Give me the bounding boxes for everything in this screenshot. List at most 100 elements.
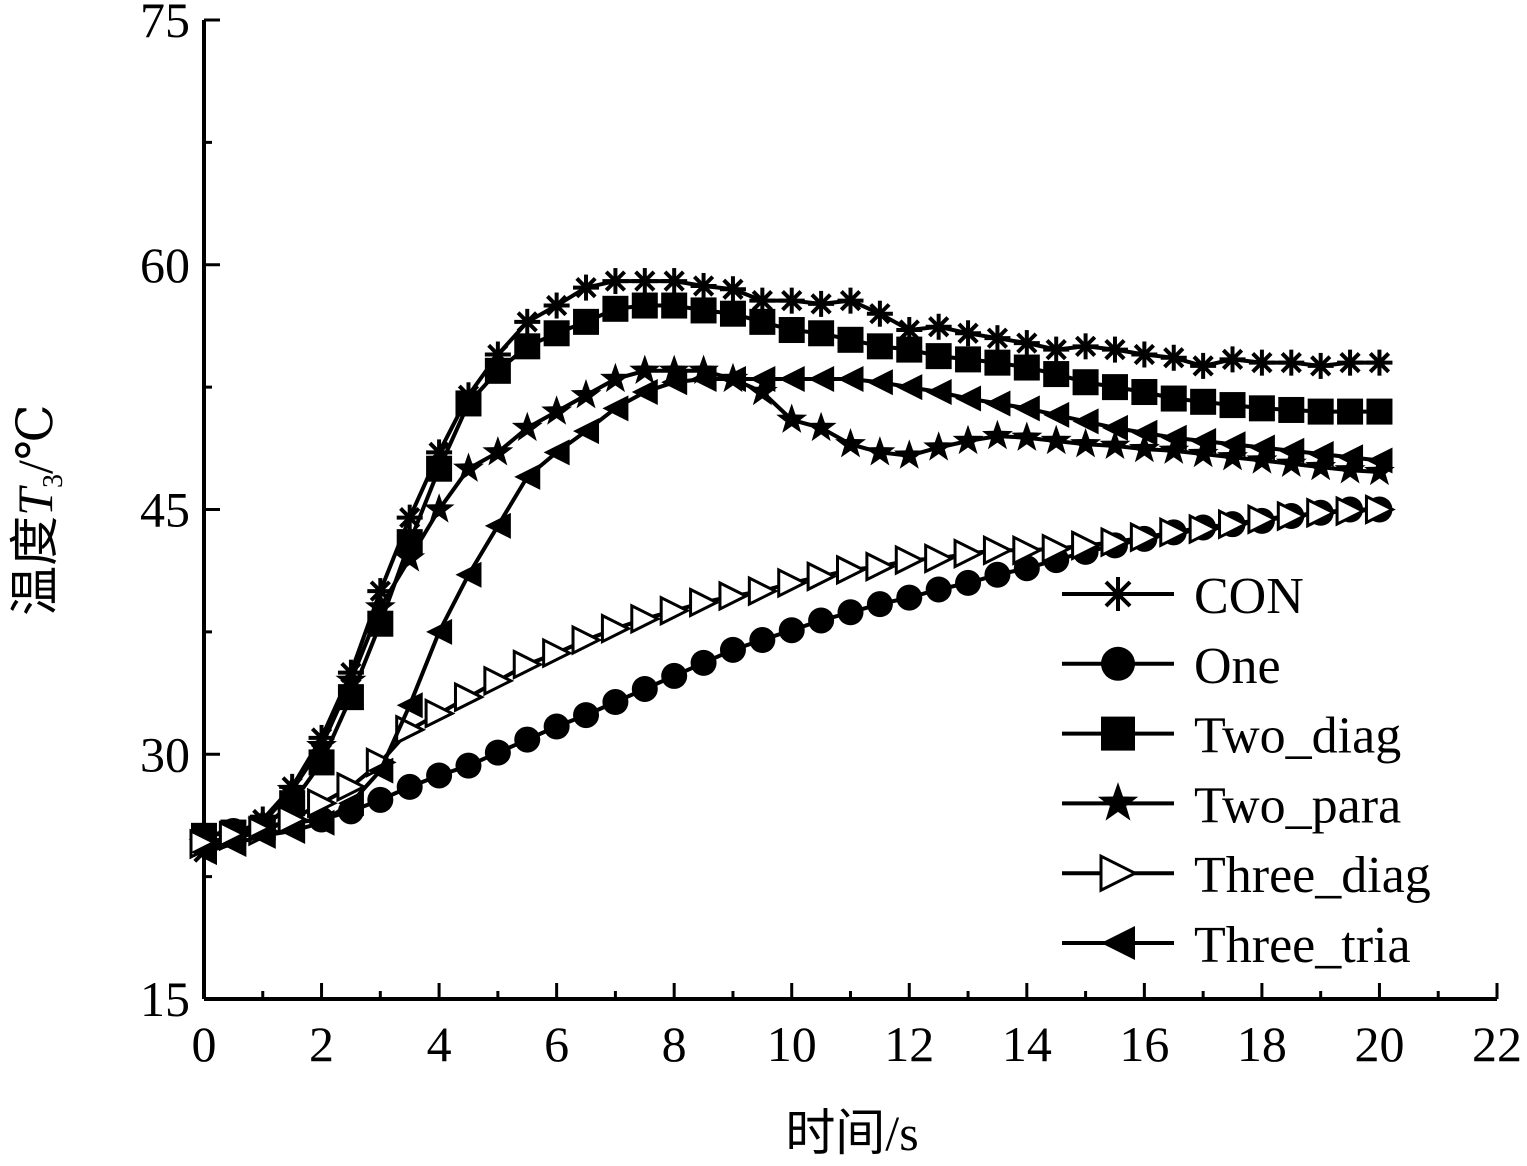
- data-point-con: [866, 300, 893, 327]
- data-point-three-diag: [1276, 500, 1308, 532]
- data-point-two-diag: [1043, 361, 1070, 388]
- data-point-two-para: [629, 354, 661, 384]
- y-tick-label: 30: [140, 726, 190, 782]
- data-point-con: [1307, 352, 1334, 379]
- data-point-three-tria: [191, 839, 217, 866]
- data-point-two-diag: [925, 343, 952, 370]
- legend-label: Two_para: [1194, 777, 1401, 834]
- data-point-two-para: [1364, 455, 1395, 486]
- asterisk-stroke: [516, 311, 538, 333]
- data-point-three-tria: [308, 809, 335, 836]
- y-axis-title-unit: /℃: [7, 404, 63, 474]
- data-point-three-tria: [984, 390, 1011, 417]
- data-point-two-diag: [808, 320, 835, 347]
- legend-marker: [1101, 577, 1135, 611]
- data-point-three-diag: [1041, 533, 1073, 565]
- data-point-one: [484, 739, 511, 766]
- asterisk-stroke: [1368, 352, 1391, 374]
- series-two-para: [188, 354, 1395, 858]
- data-point-two-para: [835, 428, 866, 458]
- data-point-two-para: [923, 431, 955, 461]
- data-point-three-diag: [483, 665, 515, 697]
- data-point-one: [543, 713, 570, 740]
- data-point-three-tria: [749, 365, 776, 392]
- data-point-con: [955, 320, 982, 347]
- data-point-two-para: [364, 591, 396, 621]
- asterisk-stroke: [781, 290, 803, 312]
- asterisk-stroke: [1192, 355, 1214, 377]
- x-tick-label: 10: [767, 1016, 817, 1072]
- data-point-one: [749, 627, 776, 654]
- data-point-three-diag: [1335, 495, 1367, 527]
- data-point-two-para: [570, 379, 602, 409]
- data-point-two-diag: [1101, 374, 1128, 401]
- data-point-two-para: [746, 375, 778, 406]
- data-point-three-tria: [1190, 427, 1217, 454]
- data-point-three-tria: [955, 385, 982, 412]
- data-point-three-diag: [689, 587, 720, 618]
- series-con: [191, 268, 1393, 866]
- data-point-two-diag: [749, 308, 776, 335]
- data-point-one: [925, 576, 952, 603]
- data-point-one: [631, 675, 658, 702]
- data-point-two-para: [482, 436, 514, 466]
- data-point-three-tria: [631, 379, 658, 406]
- data-point-con: [1248, 349, 1275, 376]
- y-tick-label: 15: [140, 971, 190, 1027]
- data-point-three-tria: [1219, 431, 1246, 458]
- data-point-three-tria: [543, 439, 570, 466]
- data-point-two-diag: [631, 292, 658, 319]
- series-three-diag: [189, 494, 1396, 860]
- data-point-two-para: [453, 452, 484, 482]
- series-one: [191, 496, 1393, 849]
- data-point-two-diag: [484, 357, 511, 384]
- data-point-three-tria: [690, 365, 717, 392]
- legend-label: Three_tria: [1194, 917, 1411, 974]
- data-point-two-para: [1128, 432, 1160, 463]
- y-axis-title-prefix: 温度: [7, 516, 63, 616]
- data-point-two-diag: [1013, 354, 1040, 381]
- data-point-two-para: [276, 773, 308, 804]
- data-point-three-tria: [249, 822, 276, 849]
- asterisk-stroke: [1016, 332, 1038, 354]
- data-point-con: [719, 276, 746, 303]
- x-tick-label: 12: [884, 1016, 934, 1072]
- data-point-three-diag: [836, 554, 867, 586]
- data-point-con: [573, 274, 600, 301]
- data-point-two-para: [982, 419, 1013, 450]
- asterisk-stroke: [399, 507, 421, 529]
- asterisk-stroke: [751, 290, 773, 312]
- asterisk-stroke: [369, 580, 391, 602]
- legend-label: One: [1194, 638, 1281, 695]
- asterisk-stroke: [898, 319, 920, 341]
- data-point-one: [426, 762, 453, 789]
- data-point-one: [837, 599, 864, 626]
- legend-marker: [1101, 646, 1135, 681]
- data-point-one: [778, 617, 805, 644]
- series-two-diag: [191, 292, 1393, 849]
- data-point-three-tria: [220, 830, 247, 857]
- asterisk-stroke: [1133, 343, 1155, 366]
- data-point-con: [543, 292, 570, 319]
- data-point-con: [1337, 349, 1364, 376]
- data-point-two-diag: [1248, 395, 1275, 422]
- data-point-two-diag: [837, 326, 864, 353]
- data-point-three-diag: [924, 543, 956, 574]
- asterisk-stroke: [1163, 347, 1185, 369]
- asterisk-stroke: [575, 276, 597, 299]
- data-point-two-diag: [984, 349, 1011, 376]
- data-point-two-para: [423, 493, 455, 523]
- legend-item-three-tria: Three_tria: [1062, 917, 1411, 974]
- y-tick-label: 60: [140, 237, 190, 293]
- data-point-three-diag: [659, 595, 691, 627]
- data-point-three-tria: [337, 790, 364, 817]
- data-point-one: [573, 702, 600, 729]
- data-point-two-diag: [1160, 385, 1187, 412]
- data-point-con: [837, 287, 864, 314]
- asterisk-stroke: [546, 294, 568, 317]
- x-tick-label: 0: [192, 1016, 217, 1072]
- data-point-two-diag: [719, 300, 746, 327]
- series-three-tria: [191, 365, 1393, 866]
- legend-item-one: One: [1062, 638, 1281, 695]
